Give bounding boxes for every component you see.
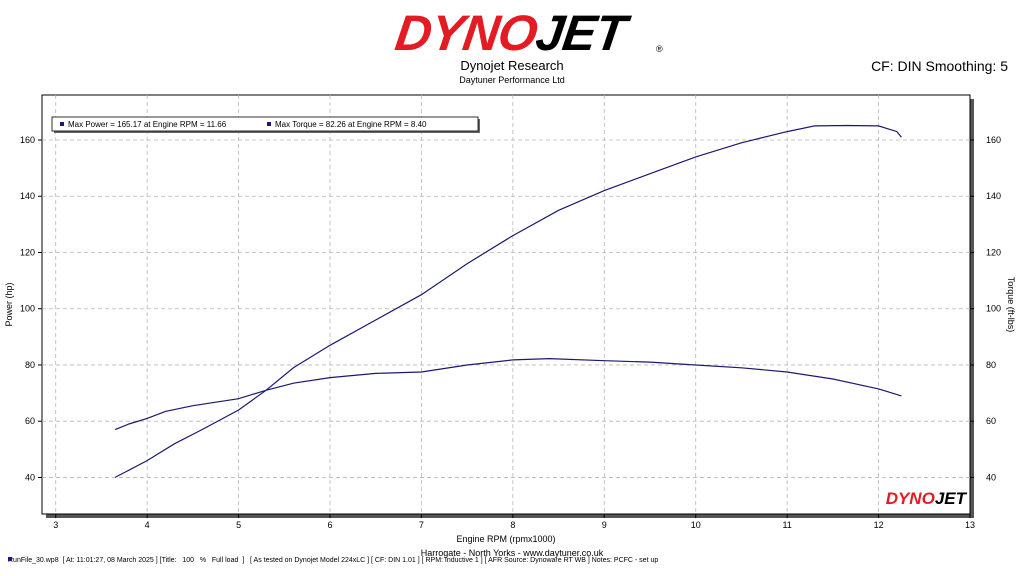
x-tick-label: 13 <box>965 520 975 530</box>
run-marker-icon <box>8 557 12 561</box>
legend-box <box>51 116 479 132</box>
y-tick-label-left: 40 <box>25 472 35 482</box>
run-info: RunFile_30.wp8 [ At: 11:01:27, 08 March … <box>8 557 659 564</box>
y-tick-label-right: 160 <box>986 135 1001 145</box>
y-tick-label-right: 120 <box>986 247 1001 257</box>
legend-label: Max Torque = 82.26 at Engine RPM = 8.40 <box>275 120 427 129</box>
x-tick-label: 9 <box>602 520 607 530</box>
torque-curve <box>114 357 902 431</box>
x-tick-label: 12 <box>874 520 884 530</box>
dynojet-logo: DYNOJET ® <box>392 8 663 58</box>
x-tick-label: 5 <box>236 520 241 530</box>
x-tick-label: 10 <box>691 520 701 530</box>
y-tick-label-right: 60 <box>986 416 996 426</box>
y-tick-label-left: 140 <box>20 191 35 201</box>
correction-settings: CF: DIN Smoothing: 5 <box>871 58 1008 74</box>
company-name: Dynojet Research <box>460 58 564 73</box>
y-tick-label-right: 140 <box>986 191 1001 201</box>
y-axis-label-right: Torque (ft-lbs) <box>1006 277 1016 333</box>
y-axis-label-left: Power (hp) <box>4 282 14 326</box>
legend-label: Max Power = 165.17 at Engine RPM = 11.66 <box>68 120 227 129</box>
y-tick-label-left: 160 <box>20 135 35 145</box>
x-tick-label: 3 <box>53 520 58 530</box>
legend-swatch <box>267 122 271 126</box>
y-tick-label-right: 80 <box>986 360 996 370</box>
legend-swatch <box>60 122 64 126</box>
svg-text:®: ® <box>656 44 663 54</box>
power-curve <box>114 124 902 478</box>
x-tick-label: 8 <box>510 520 515 530</box>
plot-area <box>41 94 971 515</box>
y-tick-label-right: 40 <box>986 472 996 482</box>
dyno-chart: 3 4 5 6 7 8 9 10 11 12 13 40 40 60 60 80 80 100 100 120 120 1… <box>4 94 1016 544</box>
y-tick-label-left: 120 <box>20 247 35 257</box>
x-tick-label: 11 <box>782 520 791 530</box>
x-tick-label: 7 <box>419 520 424 530</box>
svg-text:DYNOJET: DYNOJET <box>392 8 634 58</box>
dynojet-watermark: DYNOJET <box>886 489 968 508</box>
x-tick-label: 6 <box>327 520 332 530</box>
y-tick-label-right: 100 <box>986 304 1001 314</box>
x-tick-label: 4 <box>145 520 150 530</box>
y-tick-label-left: 100 <box>20 304 35 314</box>
x-axis-label: Engine RPM (rpmx1000) <box>456 534 555 544</box>
company-subtitle: Daytuner Performance Ltd <box>459 75 565 85</box>
y-tick-label-left: 80 <box>25 360 35 370</box>
y-tick-label-left: 60 <box>25 416 35 426</box>
footer-location: Harrogate - North Yorks - www.daytuner.c… <box>420 548 604 558</box>
